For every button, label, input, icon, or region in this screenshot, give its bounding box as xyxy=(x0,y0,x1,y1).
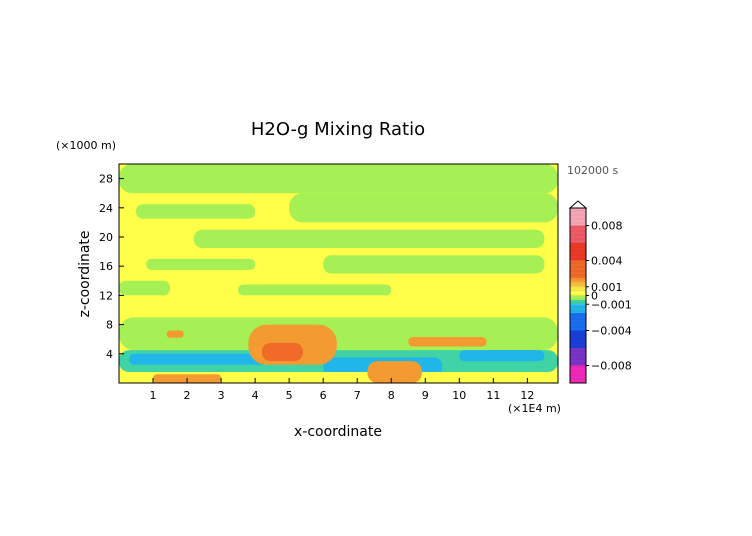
x-tick-label: 12 xyxy=(520,389,534,402)
field-region-blue xyxy=(129,353,273,365)
field-region-blue xyxy=(459,350,545,362)
x-tick-label: 4 xyxy=(252,389,259,402)
y-tick-label: 24 xyxy=(99,202,113,215)
field-region-orange xyxy=(367,361,422,383)
x-axis-ticks: 1 2 3 4 5 6 7 8 9 10 11 12 xyxy=(150,378,534,402)
colorbar-tick-label: 0.001 xyxy=(591,281,623,294)
y-unit-label: (×1000 m) xyxy=(56,139,116,152)
colorbar-level xyxy=(570,365,586,383)
y-tick-label: 8 xyxy=(106,319,113,332)
chart-title: H2O-g Mixing Ratio xyxy=(251,119,425,140)
colorbar-level xyxy=(570,243,586,261)
colorbar-level xyxy=(570,278,586,283)
x-tick-label: 7 xyxy=(354,389,361,402)
colorbar-tick-label: −0.004 xyxy=(591,325,632,338)
time-label: 102000 s xyxy=(567,164,618,177)
x-tick-label: 1 xyxy=(150,389,157,402)
colorbar-overflow-arrow xyxy=(568,200,588,209)
colorbar-level xyxy=(570,313,586,331)
field-region-light-green xyxy=(119,317,558,351)
field-region-orange xyxy=(408,337,487,347)
colorbar-level xyxy=(570,304,586,313)
colorbar xyxy=(568,200,588,384)
field-region-light-green xyxy=(119,280,171,296)
x-tick-label: 3 xyxy=(218,389,225,402)
field-region-orange xyxy=(166,330,184,338)
colorbar-tick-label: −0.008 xyxy=(591,360,632,373)
colorbar-level xyxy=(570,282,586,287)
y-tick-label: 28 xyxy=(99,173,113,186)
field-plot-area xyxy=(119,164,558,383)
x-unit-label: (×1E4 m) xyxy=(508,402,561,415)
colorbar-level xyxy=(570,260,586,278)
colorbar-tick-label: −0.001 xyxy=(591,298,632,311)
x-tick-label: 8 xyxy=(388,389,395,402)
colorbar-tick-label: 0.004 xyxy=(591,255,623,268)
colorbar-level xyxy=(570,295,586,300)
field-region-light-green xyxy=(193,229,545,248)
colorbar-level xyxy=(570,299,586,305)
plot-frame xyxy=(118,163,559,384)
x-tick-label: 2 xyxy=(184,389,191,402)
colorbar-level xyxy=(570,330,586,348)
y-tick-label: 4 xyxy=(106,348,113,361)
field-region-red-orange xyxy=(261,342,303,362)
colorbar-tick-label: 0 xyxy=(591,290,598,303)
colorbar-level xyxy=(570,225,586,243)
field-region-light-green xyxy=(119,164,558,194)
colorbar-level xyxy=(570,348,586,366)
x-tick-label: 11 xyxy=(486,389,500,402)
field-region-light-green xyxy=(289,193,558,223)
colorbar-level xyxy=(570,291,586,296)
x-tick-label: 10 xyxy=(452,389,466,402)
field-region-light-green xyxy=(238,284,392,296)
x-tick-label: 5 xyxy=(286,389,293,402)
y-tick-label: 16 xyxy=(99,260,113,273)
field-region-light-green xyxy=(136,204,256,219)
x-tick-label: 9 xyxy=(422,389,429,402)
field-region-light-green xyxy=(146,258,256,270)
y-axis-ticks: 4 8 12 16 20 24 28 xyxy=(99,173,124,361)
y-axis-label: z-coordinate xyxy=(77,230,93,317)
y-tick-label: 20 xyxy=(99,231,113,244)
x-axis-label: x-coordinate xyxy=(294,424,382,440)
y-tick-label: 12 xyxy=(99,289,113,302)
colorbar-level xyxy=(570,208,586,226)
field-region-light-green xyxy=(323,255,545,274)
colorbar-tick-label: 0.008 xyxy=(591,220,623,233)
x-tick-label: 6 xyxy=(320,389,327,402)
field-region-yellow xyxy=(119,372,558,383)
colorbar-level xyxy=(570,286,586,292)
